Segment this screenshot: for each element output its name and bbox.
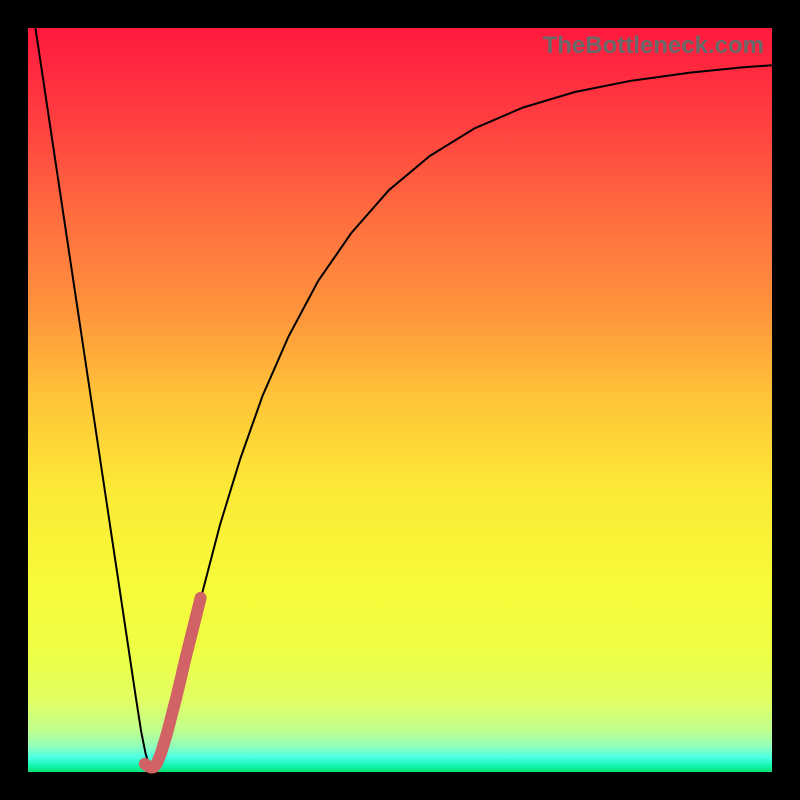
- chart-gradient-background: [28, 28, 772, 772]
- chart-canvas: TheBottleneck.com: [0, 0, 800, 800]
- watermark-text: TheBottleneck.com: [543, 32, 764, 60]
